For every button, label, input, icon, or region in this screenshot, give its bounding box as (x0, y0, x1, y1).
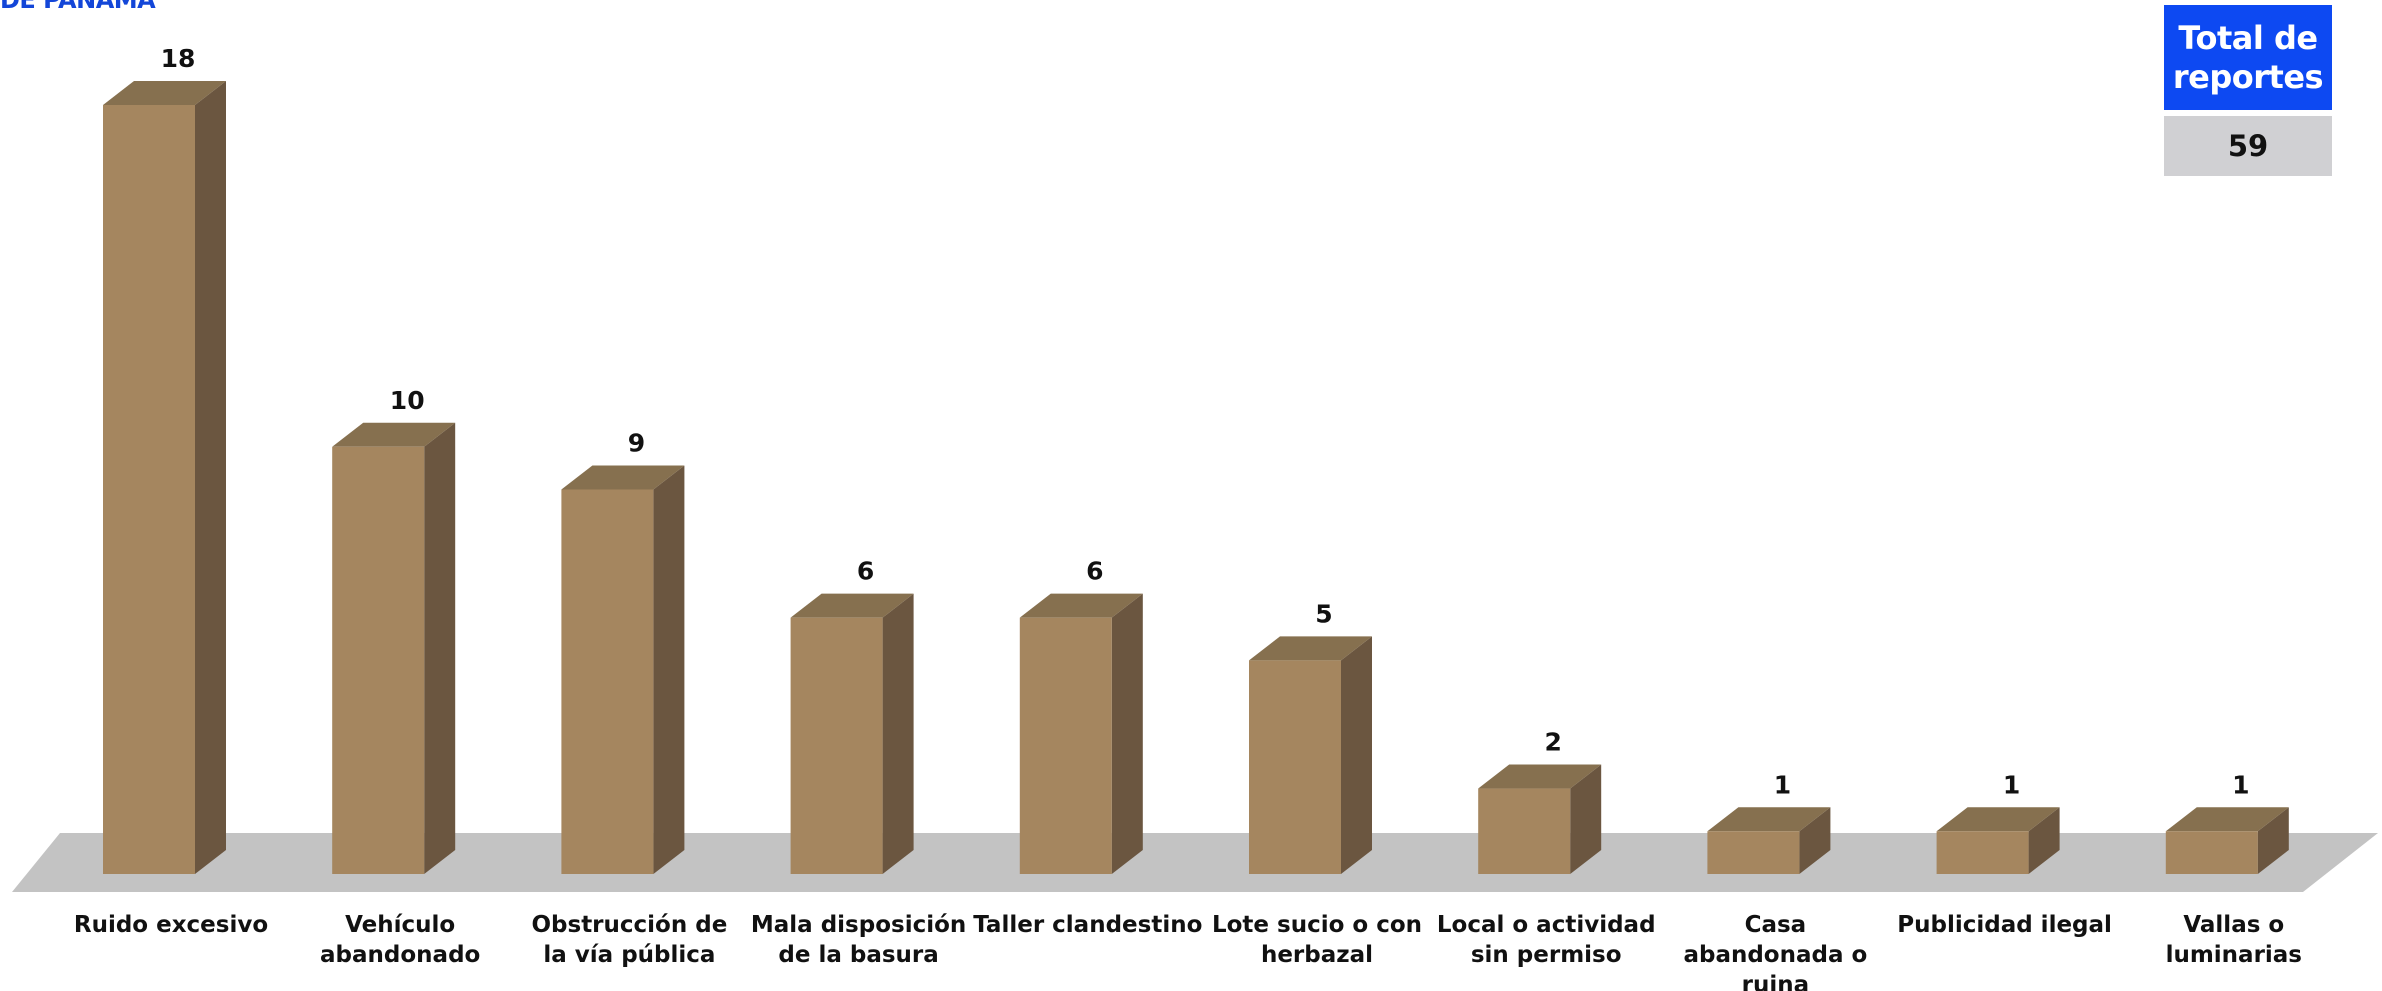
bar-side-face (882, 593, 914, 874)
bar-side-face (2028, 807, 2060, 874)
bar-top-face (1707, 807, 1831, 832)
category-label: Casa abandonada o ruina (1683, 912, 1867, 991)
bar-top-face (1478, 764, 1602, 789)
category-label: Obstrucción de la vía pública (531, 912, 727, 968)
bar-side-face (653, 465, 685, 874)
bar-front-face (103, 105, 195, 874)
data-label: 18 (161, 44, 196, 73)
bar-side-face (424, 422, 456, 874)
chart-title: DE PANAMÁ (0, 0, 156, 14)
total-reports-box: Total de reportes 59 (2164, 5, 2332, 176)
bar-front-face (790, 617, 883, 874)
category-label: Vallas o luminarias (2166, 912, 2302, 968)
category-label: Local o actividad sin permiso (1437, 912, 1656, 968)
bar-top-face (1936, 807, 2060, 832)
total-reports-value: 59 (2164, 116, 2332, 176)
data-label: 1 (1774, 770, 1791, 799)
bar-side-face (1341, 636, 1372, 874)
bar-1 (103, 81, 226, 874)
data-label: 5 (1315, 599, 1332, 628)
bar-front-face (561, 489, 654, 874)
bar-top-face (561, 465, 685, 490)
category-label: Taller clandestino (973, 912, 1202, 938)
bar-side-face (1570, 764, 1602, 874)
bar-front-face (1707, 831, 1800, 874)
bar-top-face (2165, 807, 2289, 832)
bar-9 (1936, 807, 2060, 874)
bar-10 (2165, 807, 2289, 874)
data-label: 6 (857, 557, 874, 586)
bar-3 (561, 465, 685, 874)
data-label: 1 (2232, 770, 2249, 799)
category-label: Lote sucio o con herbazal (1212, 912, 1422, 968)
data-label: 10 (390, 386, 425, 415)
category-label: Publicidad ilegal (1897, 912, 2112, 938)
data-label: 2 (1544, 728, 1561, 757)
bar-front-face (2165, 831, 2258, 874)
bar-2 (332, 422, 456, 874)
bar-top-face (332, 422, 456, 447)
data-label: 9 (628, 429, 645, 458)
bar-front-face (332, 446, 425, 874)
category-label: Ruido excesivo (74, 912, 268, 938)
bar-7 (1478, 764, 1602, 874)
bar-6 (1249, 636, 1372, 874)
bar-top-face (790, 593, 914, 618)
data-label: 6 (1086, 557, 1103, 586)
data-label: 1 (2003, 770, 2020, 799)
bar-top-face (1019, 593, 1143, 618)
bar-top-face (1249, 636, 1372, 661)
bar-side-face (1799, 807, 1831, 874)
category-label: Vehículo abandonado (320, 912, 480, 968)
bar-front-face (1019, 617, 1112, 874)
bar-5 (1019, 593, 1143, 874)
bar-side-face (1111, 593, 1143, 874)
bar-side-face (2257, 807, 2289, 874)
bar-4 (790, 593, 914, 874)
bar-8 (1707, 807, 1831, 874)
bar-front-face (1478, 788, 1571, 874)
bar-side-face (195, 81, 226, 874)
category-label: Mala disposición de la basura (751, 912, 966, 968)
bar-front-face (1249, 660, 1341, 874)
bar-top-face (103, 81, 226, 105)
bar-front-face (1936, 831, 2029, 874)
total-reports-title: Total de reportes (2164, 5, 2332, 110)
